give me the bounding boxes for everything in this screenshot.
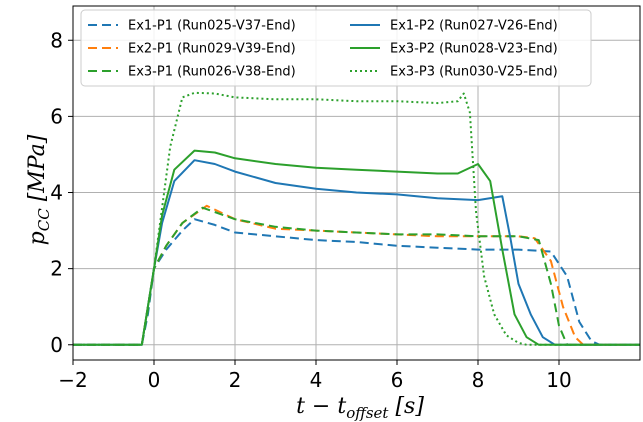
legend-box (80, 9, 592, 87)
y-axis-label: pCC [MPa] (25, 134, 53, 245)
legend-label: Ex3-P1 (Run026-V38-End) (128, 65, 296, 80)
legend: Ex1-P1 (Run025-V37-End) Ex2-P1 (Run029-V3… (80, 9, 592, 87)
x-tick-label: 8 (472, 368, 485, 392)
y-tick-label: 0 (50, 333, 63, 357)
series-line-6 (73, 91, 640, 346)
series-line-2 (73, 204, 640, 346)
x-tick-label: 6 (391, 368, 404, 392)
y-tick-label: 8 (50, 28, 63, 52)
y-tick-label: 6 (50, 104, 63, 128)
series-line-4 (73, 159, 640, 346)
x-tick-label: 2 (229, 368, 242, 392)
series-line-1 (73, 218, 600, 346)
x-tick-label: 0 (148, 368, 161, 392)
legend-label: Ex2-P1 (Run029-V39-End) (128, 42, 296, 57)
series-line-3 (73, 206, 640, 346)
svg-text:pCC [MPa]: pCC [MPa] (25, 134, 53, 245)
x-axis-label: t − toffset [s] (296, 394, 424, 422)
legend-label: Ex3-P3 (Run030-V25-End) (390, 65, 558, 80)
y-tick-label: 4 (50, 181, 63, 205)
x-tick-label: 4 (310, 368, 323, 392)
y-tick-label: 2 (50, 257, 63, 281)
series-lines (73, 91, 640, 346)
plot-frame (72, 5, 641, 361)
x-tick-label: 10 (546, 368, 571, 392)
series-line-5 (73, 149, 640, 346)
svg-text:t − toffset [s]: t − toffset [s] (296, 394, 424, 422)
axis-ticks: −2 0 2 4 6 8 10 0 2 4 6 8 (50, 28, 571, 392)
x-tick-label: −2 (58, 368, 87, 392)
legend-label: Ex1-P2 (Run027-V26-End) (390, 19, 558, 34)
legend-label: Ex3-P2 (Run028-V23-End) (390, 42, 558, 57)
legend-label: Ex1-P1 (Run025-V37-End) (128, 19, 296, 34)
